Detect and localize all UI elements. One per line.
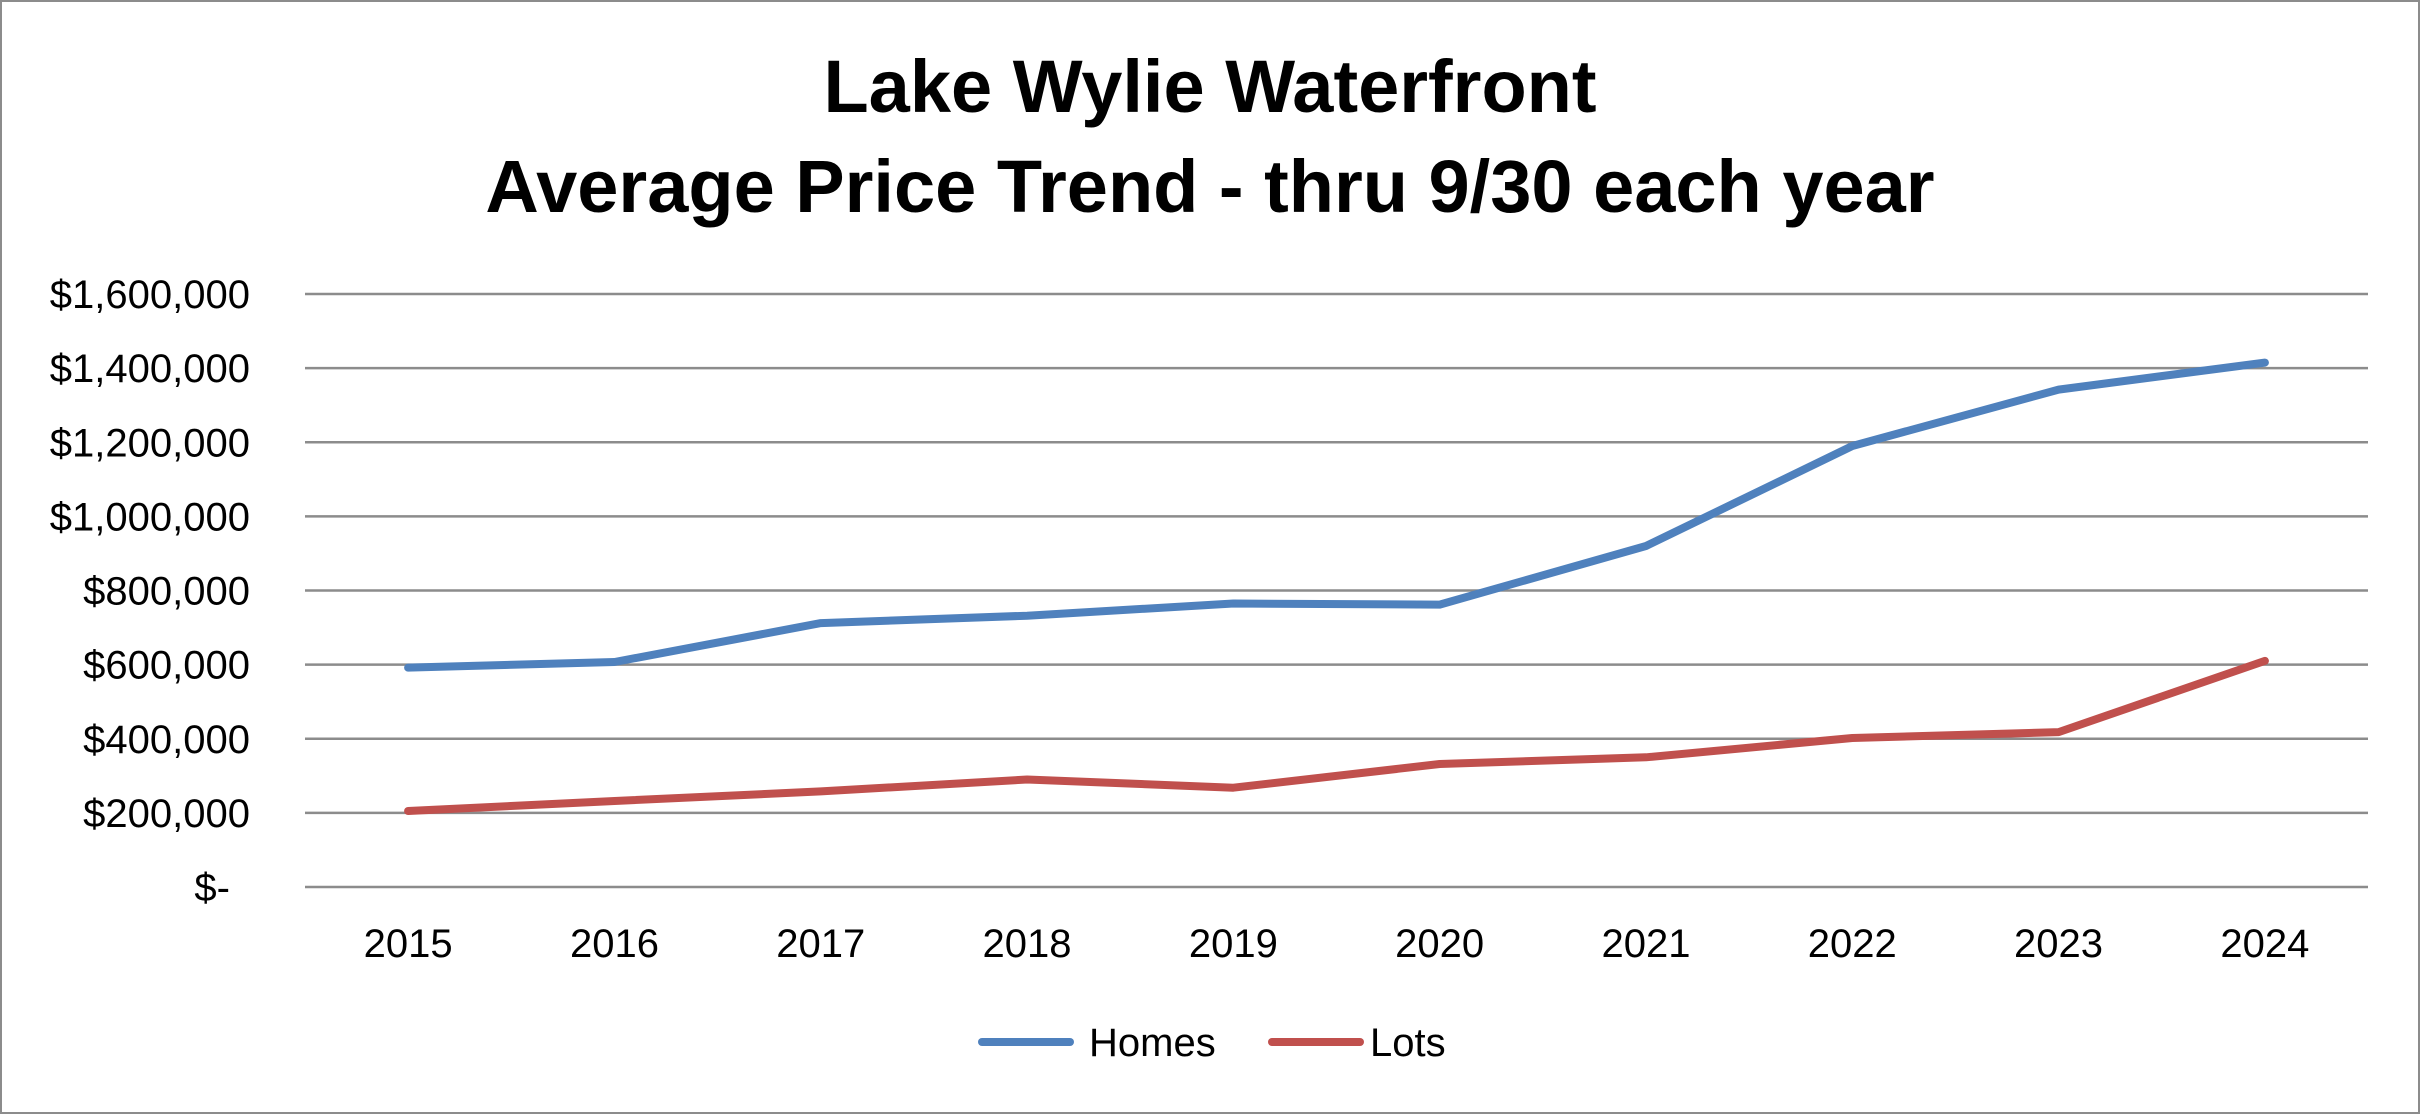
chart-title: Lake Wylie Waterfront Average Price Tren…	[485, 45, 1934, 228]
y-tick-label: $200,000	[83, 792, 250, 836]
x-tick-label: 2019	[1189, 922, 1278, 966]
legend-label-lots: Lots	[1370, 1021, 1446, 1065]
series-lines	[404, 358, 2269, 815]
x-tick-label: 2022	[1808, 922, 1897, 966]
gridlines	[305, 292, 2368, 889]
series-line-homes	[404, 358, 2269, 672]
chart-title-line-2: Average Price Trend - thru 9/30 each yea…	[485, 145, 1934, 228]
y-tick-label: $400,000	[83, 718, 250, 762]
y-tick-label: $1,200,000	[50, 421, 250, 465]
y-tick-label: $600,000	[83, 644, 250, 688]
x-tick-label: 2018	[983, 922, 1072, 966]
y-tick-label: $1,000,000	[50, 495, 250, 539]
y-axis: $- $200,000 $400,000 $600,000 $800,000 $1,000…	[50, 273, 250, 910]
x-tick-label: 2015	[364, 922, 453, 966]
x-tick-label: 2021	[1601, 922, 1690, 966]
y-tick-label: $1,400,000	[50, 347, 250, 391]
x-tick-label: 2020	[1395, 922, 1484, 966]
y-tick-label: $1,600,000	[50, 273, 250, 317]
legend: Homes Lots	[978, 1021, 1446, 1065]
x-axis: 2015 2016 2017 2018 2019 2020 2021 2022 2023 2024	[364, 922, 2310, 966]
series-line-lots	[404, 656, 2269, 815]
y-tick-label: $-	[194, 866, 230, 910]
x-tick-label: 2017	[776, 922, 865, 966]
x-tick-label: 2023	[2014, 922, 2103, 966]
legend-label-homes: Homes	[1089, 1021, 1216, 1065]
y-tick-label: $800,000	[83, 570, 250, 614]
x-tick-label: 2016	[570, 922, 659, 966]
chart-title-line-1: Lake Wylie Waterfront	[823, 45, 1596, 128]
x-tick-label: 2024	[2220, 922, 2309, 966]
